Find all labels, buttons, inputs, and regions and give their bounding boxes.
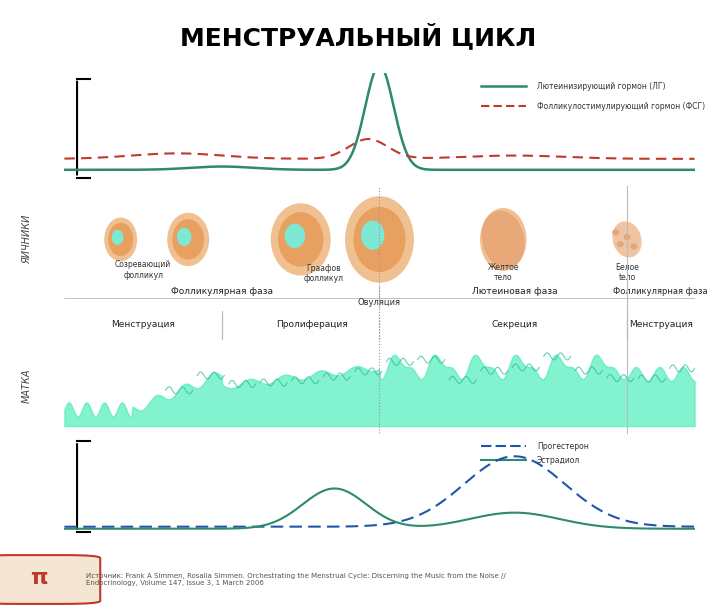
Ellipse shape — [279, 213, 323, 266]
Text: Фолликулярная фаза: Фолликулярная фаза — [614, 287, 708, 296]
Ellipse shape — [105, 218, 137, 260]
Ellipse shape — [354, 207, 405, 271]
Ellipse shape — [112, 231, 122, 244]
Text: МЕНСТРУАЛЬНЫЙ ЦИКЛ: МЕНСТРУАЛЬНЫЙ ЦИКЛ — [180, 23, 536, 50]
Ellipse shape — [613, 230, 619, 235]
Ellipse shape — [613, 222, 641, 257]
Ellipse shape — [173, 220, 203, 259]
Text: Овуляция: Овуляция — [358, 298, 401, 307]
Text: Источник: Frank A Simmen, Rosalia Simmen. Orchestrating the Menstrual Cycle: Dis: Источник: Frank A Simmen, Rosalia Simmen… — [86, 573, 505, 586]
Text: ЯИЧНИКИ: ЯИЧНИКИ — [21, 215, 32, 264]
Ellipse shape — [483, 212, 524, 267]
Text: Белое
tело: Белое tело — [615, 262, 639, 282]
Text: Фолликулярная фаза: Фолликулярная фаза — [171, 287, 273, 296]
Ellipse shape — [362, 221, 384, 249]
Ellipse shape — [631, 244, 637, 249]
Ellipse shape — [178, 228, 190, 245]
Text: Граафов
фолликул: Граафов фолликул — [303, 264, 343, 283]
Text: Секреция: Секреция — [491, 320, 538, 329]
Ellipse shape — [346, 197, 413, 282]
Text: Желтое
тело: Желтое тело — [488, 262, 519, 282]
Text: Лютеинизирующий гормон (ЛГ): Лютеинизирующий гормон (ЛГ) — [537, 82, 665, 91]
Ellipse shape — [624, 235, 630, 239]
Ellipse shape — [109, 223, 132, 256]
Text: МАТКА: МАТКА — [21, 368, 32, 403]
Text: Менструация: Менструация — [111, 320, 175, 329]
Ellipse shape — [168, 214, 208, 265]
Text: Фолликулостимулирующий гормон (ФСГ): Фолликулостимулирующий гормон (ФСГ) — [537, 102, 705, 110]
Text: π: π — [31, 569, 48, 588]
Text: Созревающий
фолликул: Созревающий фолликул — [115, 260, 171, 279]
FancyBboxPatch shape — [0, 555, 100, 604]
Ellipse shape — [480, 209, 526, 270]
Ellipse shape — [617, 242, 623, 246]
Ellipse shape — [271, 204, 330, 275]
Text: Лютеиновая фаза: Лютеиновая фаза — [472, 287, 557, 296]
Text: Менструация: Менструация — [629, 320, 692, 329]
Text: Пролиферация: Пролиферация — [276, 320, 348, 329]
Text: Эстрадиол: Эстрадиол — [537, 456, 580, 465]
Text: Прогестерон: Прогестерон — [537, 442, 589, 451]
Ellipse shape — [286, 224, 304, 248]
